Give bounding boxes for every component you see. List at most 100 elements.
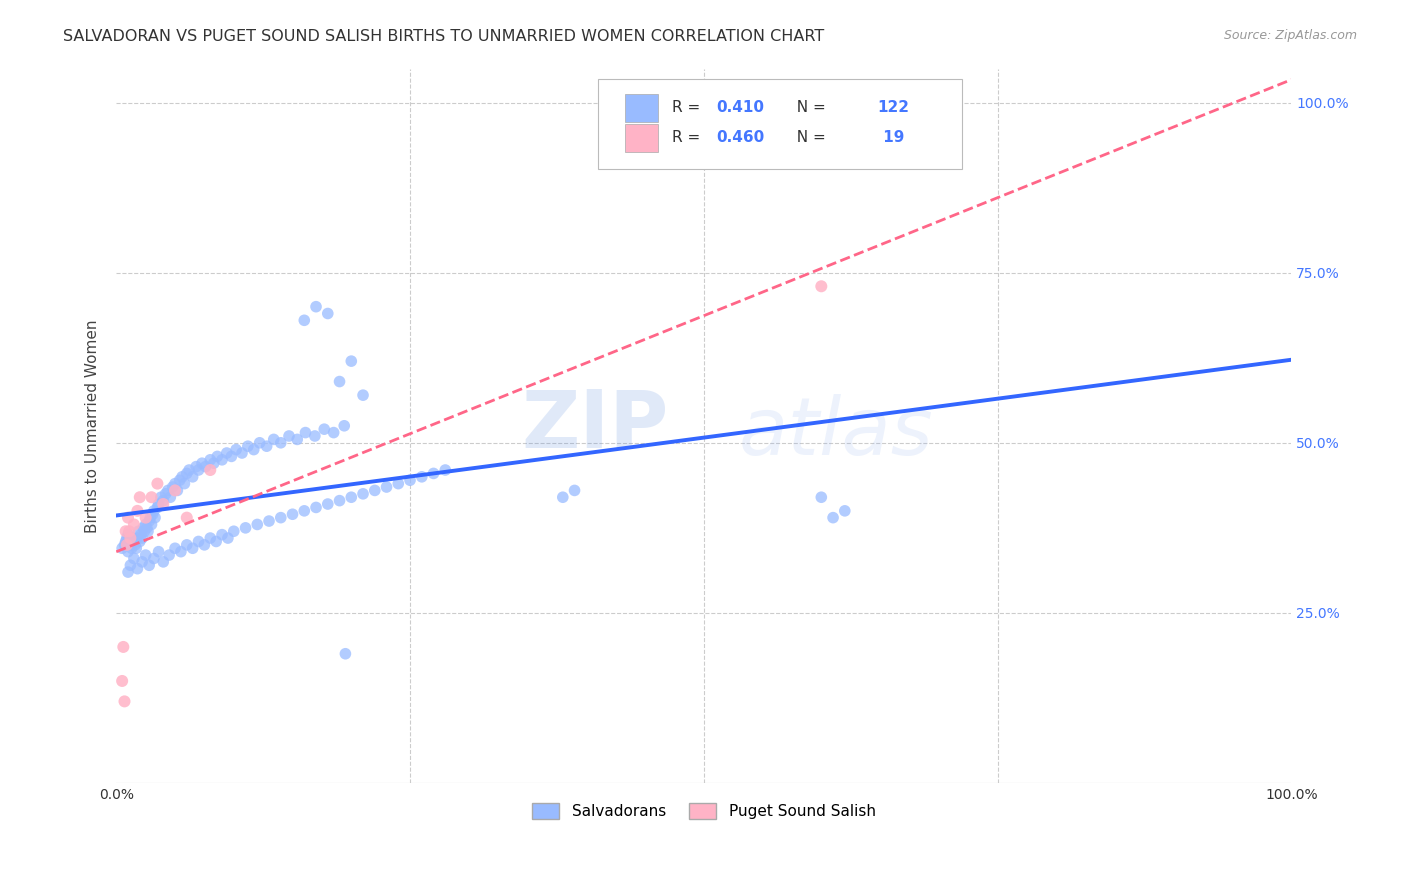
- Point: [115, 538, 138, 552]
- Point: [225, 442, 247, 457]
- Text: 0.410: 0.410: [717, 100, 765, 115]
- Point: [292, 313, 315, 327]
- Point: [127, 531, 149, 545]
- Point: [129, 527, 152, 541]
- Point: [131, 555, 153, 569]
- Point: [152, 555, 174, 569]
- Point: [193, 538, 215, 552]
- Point: [200, 452, 222, 467]
- Point: [128, 524, 150, 539]
- Point: [328, 493, 350, 508]
- Point: [114, 524, 136, 539]
- Point: [152, 497, 174, 511]
- Point: [138, 514, 160, 528]
- Point: [120, 558, 142, 573]
- Point: [127, 504, 149, 518]
- Point: [352, 487, 374, 501]
- Text: SALVADORAN VS PUGET SOUND SALISH BIRTHS TO UNMARRIED WOMEN CORRELATION CHART: SALVADORAN VS PUGET SOUND SALISH BIRTHS …: [63, 29, 824, 44]
- Point: [120, 531, 142, 545]
- Point: [173, 476, 195, 491]
- Point: [834, 504, 856, 518]
- Point: [316, 306, 339, 320]
- Point: [118, 534, 141, 549]
- Point: [305, 500, 328, 515]
- Text: N =: N =: [787, 100, 831, 115]
- Text: Source: ZipAtlas.com: Source: ZipAtlas.com: [1223, 29, 1357, 42]
- Point: [117, 510, 139, 524]
- Point: [141, 490, 163, 504]
- Text: atlas: atlas: [740, 394, 934, 472]
- Point: [163, 476, 186, 491]
- Point: [128, 490, 150, 504]
- Point: [304, 429, 326, 443]
- Point: [117, 565, 139, 579]
- Point: [118, 524, 141, 539]
- Point: [187, 534, 209, 549]
- Point: [340, 490, 363, 504]
- Point: [146, 476, 169, 491]
- Point: [138, 558, 160, 573]
- Point: [181, 541, 204, 556]
- Point: [139, 510, 162, 524]
- Point: [270, 435, 292, 450]
- Point: [217, 531, 239, 545]
- Point: [163, 541, 186, 556]
- Point: [194, 459, 217, 474]
- Point: [176, 538, 198, 552]
- Point: [135, 548, 157, 562]
- Point: [125, 541, 148, 556]
- Point: [127, 562, 149, 576]
- Point: [122, 517, 145, 532]
- Point: [114, 534, 136, 549]
- Point: [135, 510, 157, 524]
- Point: [202, 456, 225, 470]
- Point: [181, 470, 204, 484]
- Point: [114, 694, 136, 708]
- Point: [146, 500, 169, 515]
- Text: R =: R =: [672, 130, 706, 145]
- Text: R =: R =: [672, 100, 706, 115]
- Legend: Salvadorans, Puget Sound Salish: Salvadorans, Puget Sound Salish: [526, 797, 882, 825]
- Point: [142, 504, 165, 518]
- Text: 122: 122: [877, 100, 910, 115]
- Point: [235, 521, 257, 535]
- Point: [176, 510, 198, 524]
- Point: [148, 497, 170, 511]
- Text: 19: 19: [877, 130, 904, 145]
- Point: [810, 279, 832, 293]
- Point: [112, 640, 135, 654]
- Point: [124, 538, 146, 552]
- Point: [294, 425, 316, 440]
- Point: [352, 388, 374, 402]
- Point: [169, 473, 191, 487]
- Point: [152, 493, 174, 508]
- Point: [156, 483, 179, 498]
- Point: [205, 534, 228, 549]
- Point: [222, 524, 245, 539]
- Point: [131, 531, 153, 545]
- Point: [278, 429, 301, 443]
- Point: [281, 508, 304, 522]
- Point: [187, 463, 209, 477]
- Point: [256, 439, 278, 453]
- Point: [142, 508, 165, 522]
- Point: [242, 442, 264, 457]
- Point: [340, 354, 363, 368]
- FancyBboxPatch shape: [626, 123, 658, 153]
- Point: [186, 459, 208, 474]
- Point: [122, 534, 145, 549]
- Point: [285, 433, 308, 447]
- Point: [399, 473, 422, 487]
- Text: ZIP: ZIP: [522, 387, 668, 465]
- Point: [120, 538, 142, 552]
- FancyBboxPatch shape: [626, 94, 658, 122]
- Point: [115, 531, 138, 545]
- Point: [207, 450, 229, 464]
- Point: [333, 418, 356, 433]
- Y-axis label: Births to Unmarried Women: Births to Unmarried Women: [86, 319, 100, 533]
- Point: [163, 483, 186, 498]
- Point: [143, 510, 166, 524]
- Point: [132, 521, 155, 535]
- Point: [111, 541, 134, 556]
- Text: N =: N =: [787, 130, 831, 145]
